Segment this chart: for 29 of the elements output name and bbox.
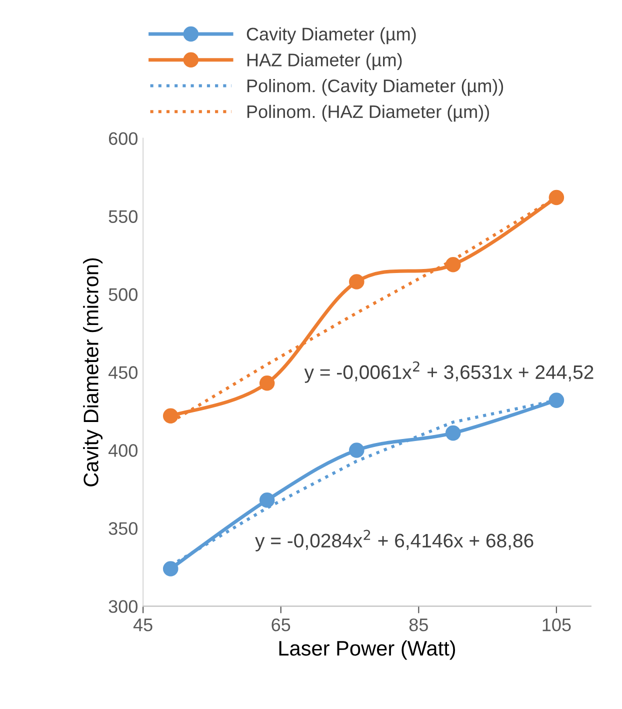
y-tick-label: 600 <box>108 132 138 145</box>
annotation: y = -0,0284x$^{2}$ + 6,4146x + 68,86 <box>255 530 534 552</box>
legend-label: HAZ Diameter (µm) <box>247 53 402 70</box>
y-tick-label: 350 <box>108 522 138 535</box>
point <box>445 425 461 441</box>
point <box>259 492 275 508</box>
point <box>349 442 364 458</box>
point <box>548 392 564 408</box>
y-tick-label: 550 <box>108 210 138 223</box>
legend-label: Polinom. (Cavity Diameter (µm)) <box>247 78 504 96</box>
point <box>349 274 364 290</box>
legend-label: Cavity Diameter (µm) <box>246 27 416 44</box>
point <box>259 376 275 391</box>
point <box>162 408 178 424</box>
x-axis-title: Laser Power (Watt) <box>279 640 456 660</box>
x-tick-label: 85 <box>409 618 428 632</box>
x-tick-label: 65 <box>272 618 290 632</box>
annotation: y = -0,0061x$^{2}$ + 3,6531x + 244,52 <box>304 361 594 383</box>
point <box>548 190 564 206</box>
point <box>445 256 461 272</box>
point <box>162 561 178 576</box>
y-tick-label: 400 <box>108 444 138 457</box>
x-tick-label: 45 <box>133 618 152 632</box>
y-tick-label: 450 <box>108 366 138 379</box>
y-axis-title: Cavity Diameter (micron) <box>83 258 103 486</box>
y-tick-label: 300 <box>108 600 138 613</box>
legend-label: Polinom. (HAZ Diameter (µm)) <box>247 104 490 122</box>
y-tick-label: 500 <box>108 288 138 301</box>
x-tick-label: 105 <box>542 618 571 632</box>
